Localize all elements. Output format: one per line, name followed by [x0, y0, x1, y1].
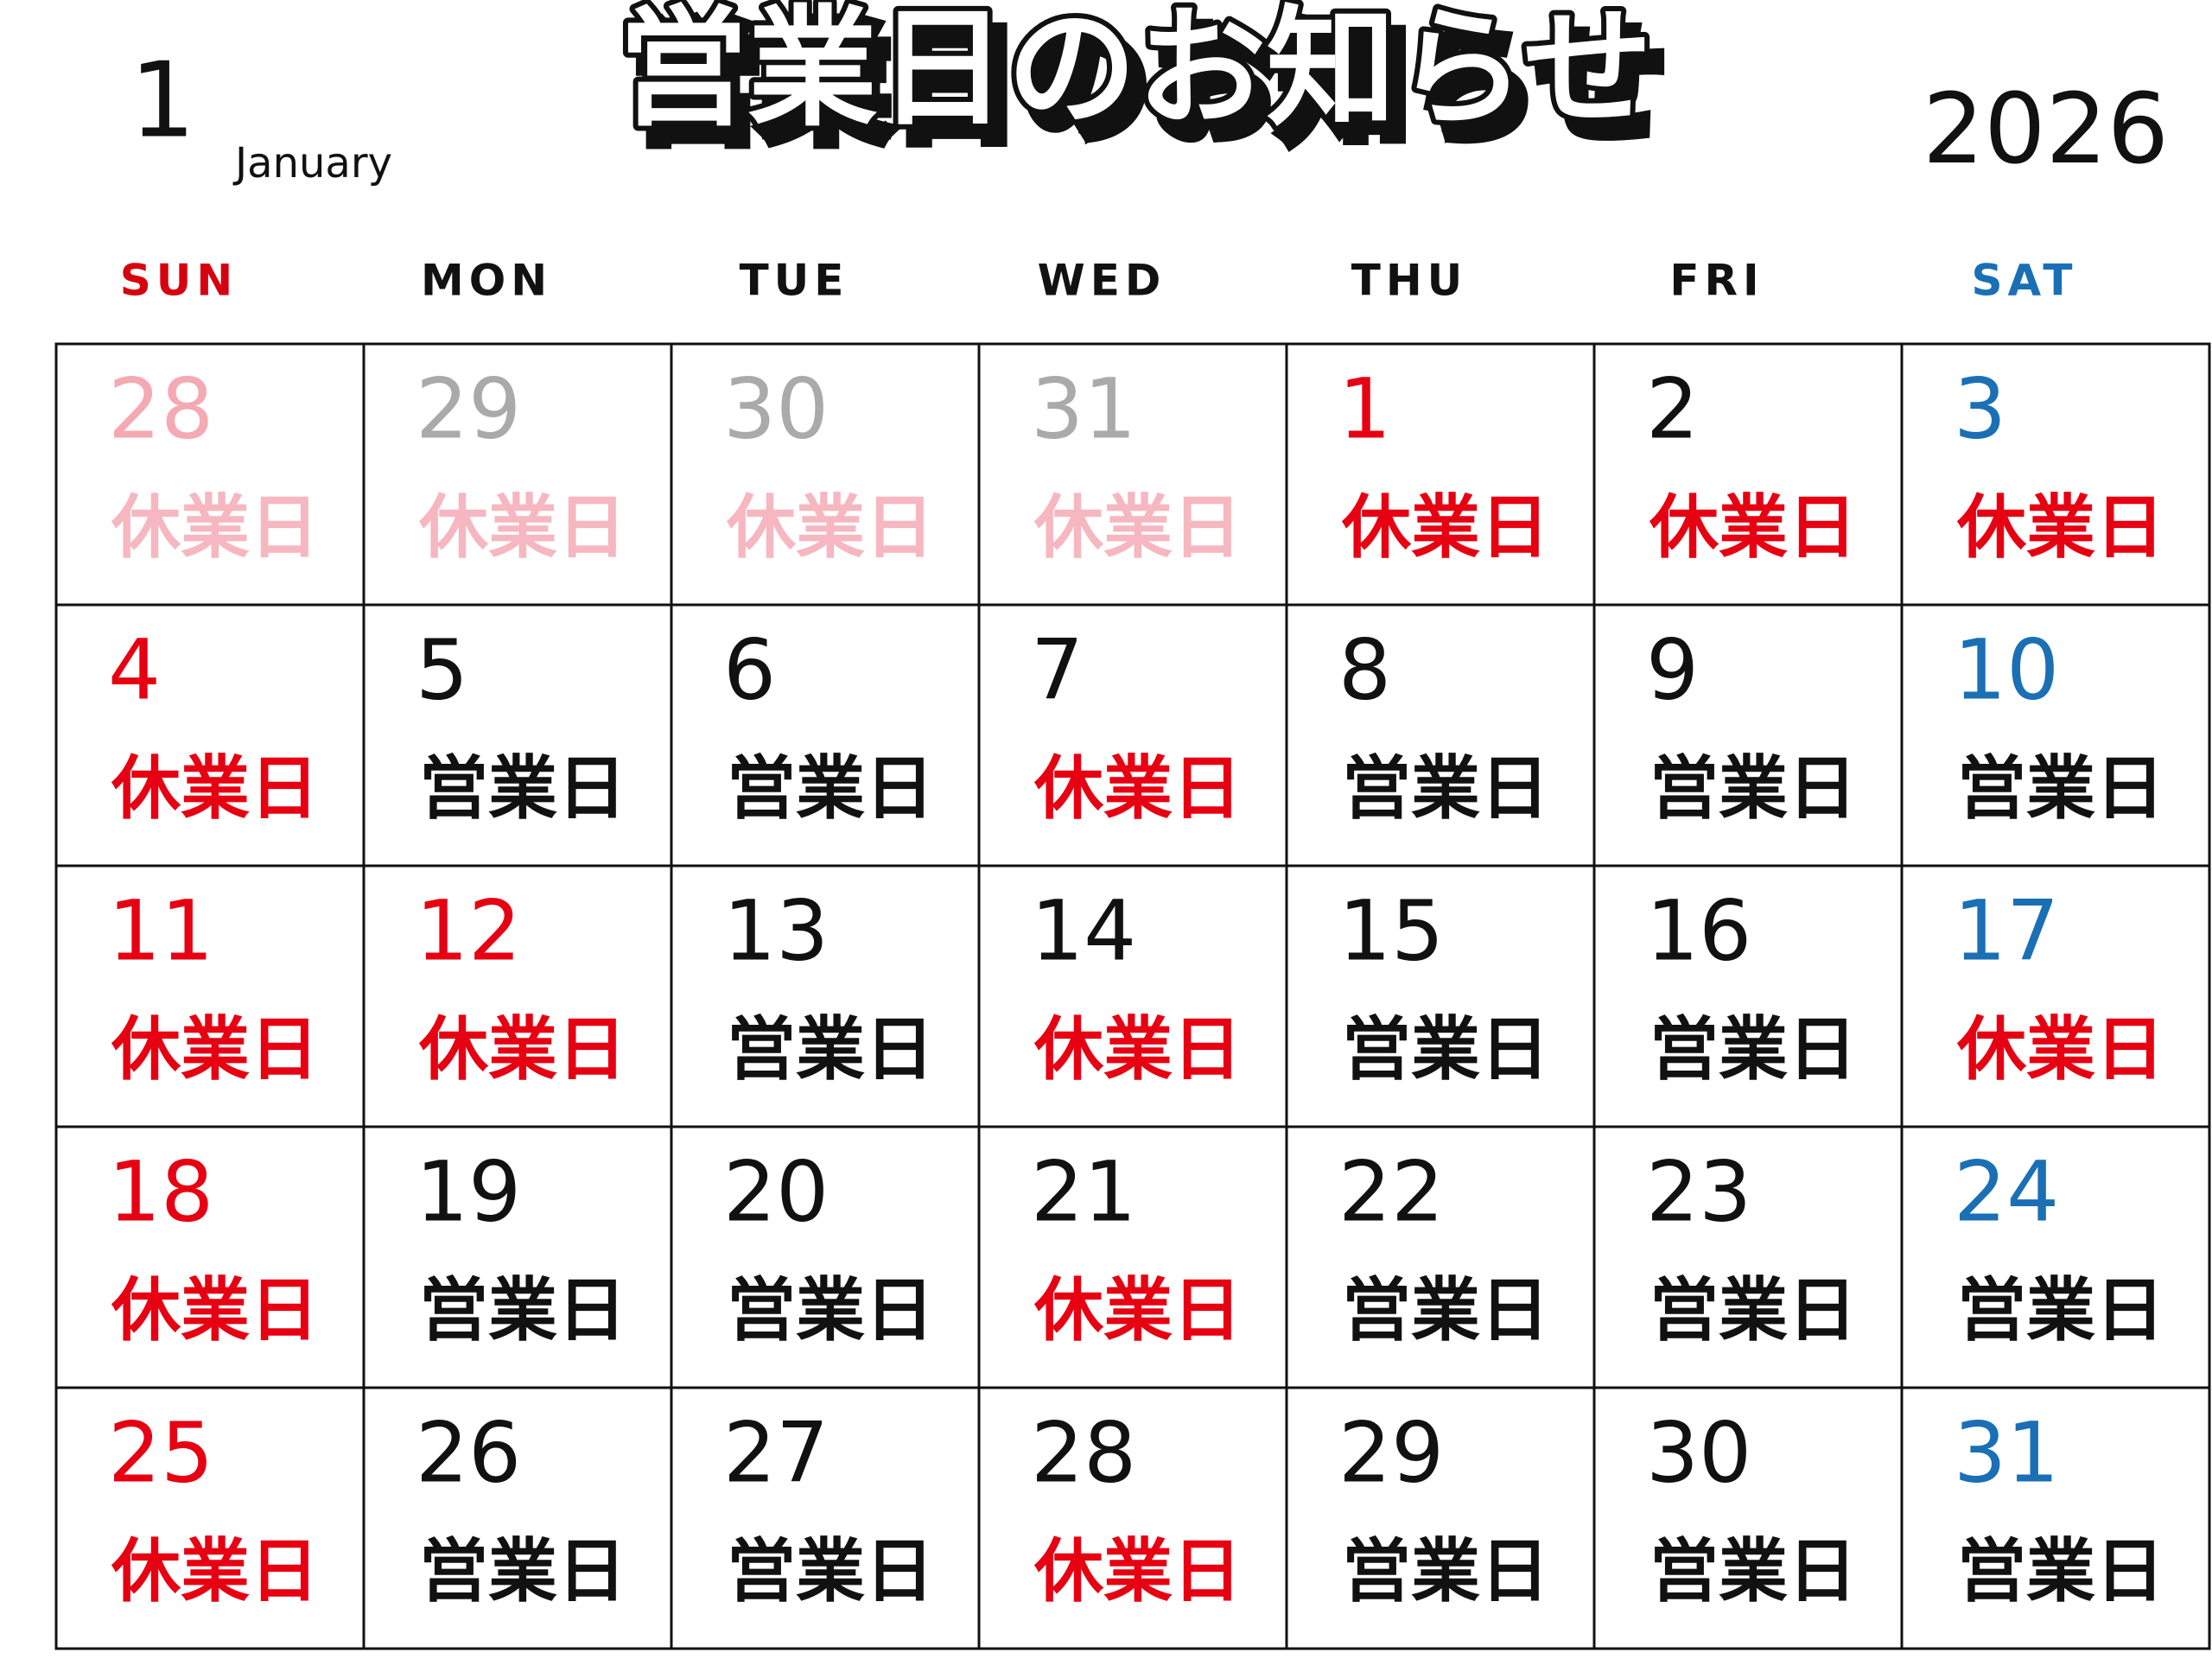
day-number: 21	[1031, 1143, 1136, 1240]
title: 営業日のお知らせ	[618, 0, 1652, 144]
day-status: 営業日	[1649, 748, 1857, 829]
day-status: 休業日	[418, 1009, 626, 1090]
day-status: 営業日	[727, 1270, 934, 1351]
day-status: 休業日	[1649, 487, 1857, 568]
day-number: 29	[1338, 1404, 1444, 1501]
day-status: 営業日	[727, 1531, 934, 1611]
day-status: 営業日	[1342, 1009, 1549, 1090]
day-status: 休業日	[1956, 487, 2164, 568]
day-status: 休業日	[111, 1270, 319, 1351]
weekday-label: SUN	[120, 256, 238, 306]
day-number: 5	[416, 621, 468, 718]
day-number: 30	[723, 360, 829, 457]
day-status: 休業日	[1033, 487, 1242, 568]
day-status: 休業日	[1033, 1531, 1242, 1611]
day-status: 営業日	[419, 1531, 626, 1611]
day-status: 休業日	[1033, 1009, 1242, 1090]
day-number: 22	[1338, 1143, 1444, 1240]
day-status: 営業日	[1649, 1270, 1857, 1351]
title-shadow: 営業日のお知らせ	[632, 11, 1666, 162]
weekday-label: MON	[421, 256, 552, 306]
day-number: 3	[1954, 360, 2006, 457]
weekday-label: TUE	[740, 256, 849, 306]
day-status: 営業日	[1957, 1270, 2164, 1351]
day-number: 28	[108, 360, 213, 457]
weekday-label: FRI	[1669, 256, 1764, 306]
day-status: 営業日	[1957, 1531, 2164, 1611]
day-number: 14	[1031, 882, 1136, 979]
day-status: 営業日	[727, 1009, 934, 1090]
day-number: 29	[416, 360, 521, 457]
day-number: 6	[723, 621, 776, 718]
day-status: 営業日	[1342, 1531, 1549, 1611]
day-status: 休業日	[1341, 487, 1549, 568]
day-number: 8	[1338, 621, 1391, 718]
day-number: 1	[1338, 360, 1391, 457]
month-number: 1	[130, 41, 195, 162]
weekday-label: THU	[1351, 256, 1468, 306]
day-status: 休業日	[1033, 748, 1242, 829]
month-name: January	[232, 139, 392, 188]
day-number: 12	[416, 882, 521, 979]
day-status: 営業日	[419, 748, 626, 829]
day-number: 20	[723, 1143, 829, 1240]
day-status: 営業日	[1342, 748, 1549, 829]
day-status: 休業日	[726, 487, 934, 568]
day-status: 休業日	[111, 1531, 319, 1611]
day-number: 27	[723, 1404, 829, 1501]
day-status: 休業日	[1033, 1270, 1242, 1351]
day-number: 2	[1646, 360, 1699, 457]
day-number: 31	[1031, 360, 1136, 457]
day-number: 19	[416, 1143, 521, 1240]
weekday-label: SAT	[1972, 256, 2078, 306]
day-number: 18	[108, 1143, 213, 1240]
day-number: 30	[1646, 1404, 1751, 1501]
day-status: 営業日	[727, 748, 934, 829]
day-status: 休業日	[111, 1009, 319, 1090]
day-status: 営業日	[419, 1270, 626, 1351]
day-status: 営業日	[1649, 1531, 1857, 1611]
day-number: 24	[1954, 1143, 2059, 1240]
day-number: 4	[108, 621, 161, 718]
day-number: 26	[416, 1404, 521, 1501]
day-status: 休業日	[111, 748, 319, 829]
day-number: 23	[1646, 1143, 1751, 1240]
day-number: 28	[1031, 1404, 1136, 1501]
year: 2026	[1923, 73, 2169, 186]
day-number: 11	[108, 882, 213, 979]
day-number: 17	[1954, 882, 2059, 979]
day-number: 9	[1646, 621, 1699, 718]
day-number: 31	[1954, 1404, 2059, 1501]
day-status: 休業日	[418, 487, 626, 568]
day-number: 13	[723, 882, 829, 979]
day-status: 営業日	[1342, 1270, 1549, 1351]
day-number: 10	[1954, 621, 2059, 718]
day-status: 休業日	[1956, 1009, 2164, 1090]
day-number: 16	[1646, 882, 1751, 979]
day-status: 営業日	[1957, 748, 2164, 829]
day-status: 営業日	[1649, 1009, 1857, 1090]
day-number: 7	[1031, 621, 1084, 718]
day-number: 25	[108, 1404, 213, 1501]
weekday-label: WED	[1038, 256, 1166, 306]
day-number: 15	[1338, 882, 1444, 979]
day-status: 休業日	[111, 487, 319, 568]
day-cell	[1900, 1386, 2211, 1650]
